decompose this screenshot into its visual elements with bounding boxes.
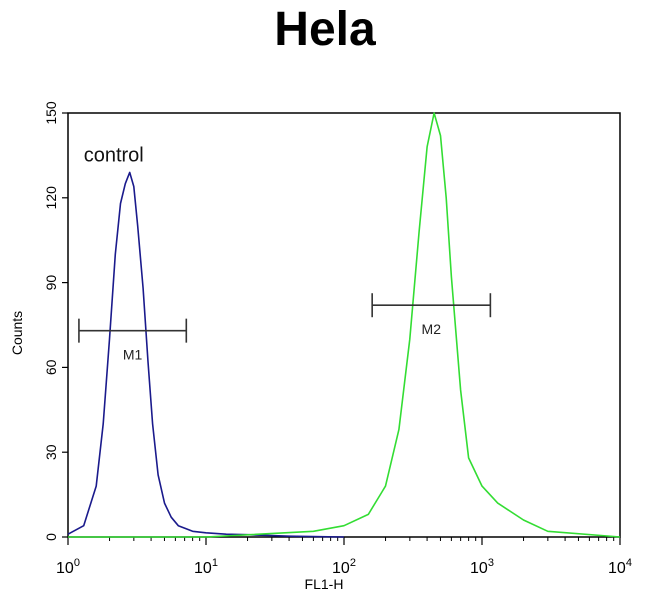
- x-tick-label: 100: [56, 557, 80, 577]
- marker-label: M2: [422, 321, 442, 337]
- y-tick-label: 0: [43, 533, 59, 541]
- y-tick-label: 90: [43, 275, 59, 291]
- plot-frame: [67, 112, 621, 538]
- annotation-label: control: [84, 144, 144, 166]
- marker-label: M1: [123, 347, 143, 363]
- y-tick-label: 30: [43, 444, 59, 460]
- x-tick-label: 101: [194, 557, 218, 577]
- x-tick-label: 104: [608, 557, 632, 577]
- x-tick-label: 103: [470, 557, 494, 577]
- x-axis-label: FL1-H: [305, 576, 344, 592]
- x-tick-label: 102: [332, 557, 356, 577]
- series-line-2: [68, 112, 621, 538]
- y-tick-label: 120: [43, 186, 59, 210]
- y-axis-label: Counts: [9, 311, 25, 355]
- series-line-1: [67, 171, 345, 538]
- y-tick-label: 60: [43, 359, 59, 375]
- y-tick-label: 150: [43, 101, 59, 125]
- chart-title: Hela: [274, 3, 376, 56]
